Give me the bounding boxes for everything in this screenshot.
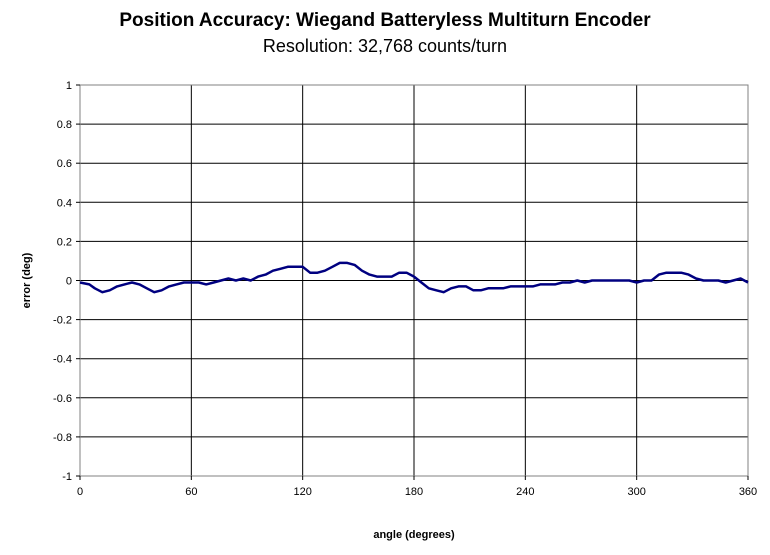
x-tick-label: 180 <box>405 486 423 498</box>
y-tick-label: -0.2 <box>53 315 72 327</box>
x-tick-label: 240 <box>516 486 534 498</box>
tick-labels: -1 -0.8 -0.6 -0.4 -0.2 0 0.2 0.4 0.6 0.8 1 0 60 120 18… <box>53 80 757 498</box>
y-tick-label: 0.4 <box>57 197 72 209</box>
y-tick-label: -0.6 <box>53 393 72 405</box>
y-tick-label: -0.4 <box>53 354 72 366</box>
error-series-line <box>79 261 749 294</box>
axes <box>76 84 749 480</box>
y-tick-label: 0 <box>66 276 72 288</box>
chart-title: Position Accuracy: Wiegand Batteryless M… <box>119 10 651 31</box>
y-tick-label: 1 <box>66 80 72 92</box>
y-tick-label: 0.6 <box>57 158 72 170</box>
y-tick-label: 0.2 <box>57 236 72 248</box>
chart-subtitle: Resolution: 32,768 counts/turn <box>262 36 508 56</box>
x-axis-label: angle (degrees) <box>373 529 455 541</box>
x-tick-label: 120 <box>293 486 311 498</box>
y-tick-label: 0.8 <box>57 119 72 131</box>
y-axis-label: error (deg) <box>21 252 33 308</box>
x-tick-label: 300 <box>627 486 645 498</box>
x-tick-label: 60 <box>185 486 197 498</box>
y-tick-label: -1 <box>62 471 72 483</box>
y-tick-label: -0.8 <box>53 432 72 444</box>
x-tick-label: 0 <box>77 486 83 498</box>
x-tick-label: 360 <box>739 486 757 498</box>
